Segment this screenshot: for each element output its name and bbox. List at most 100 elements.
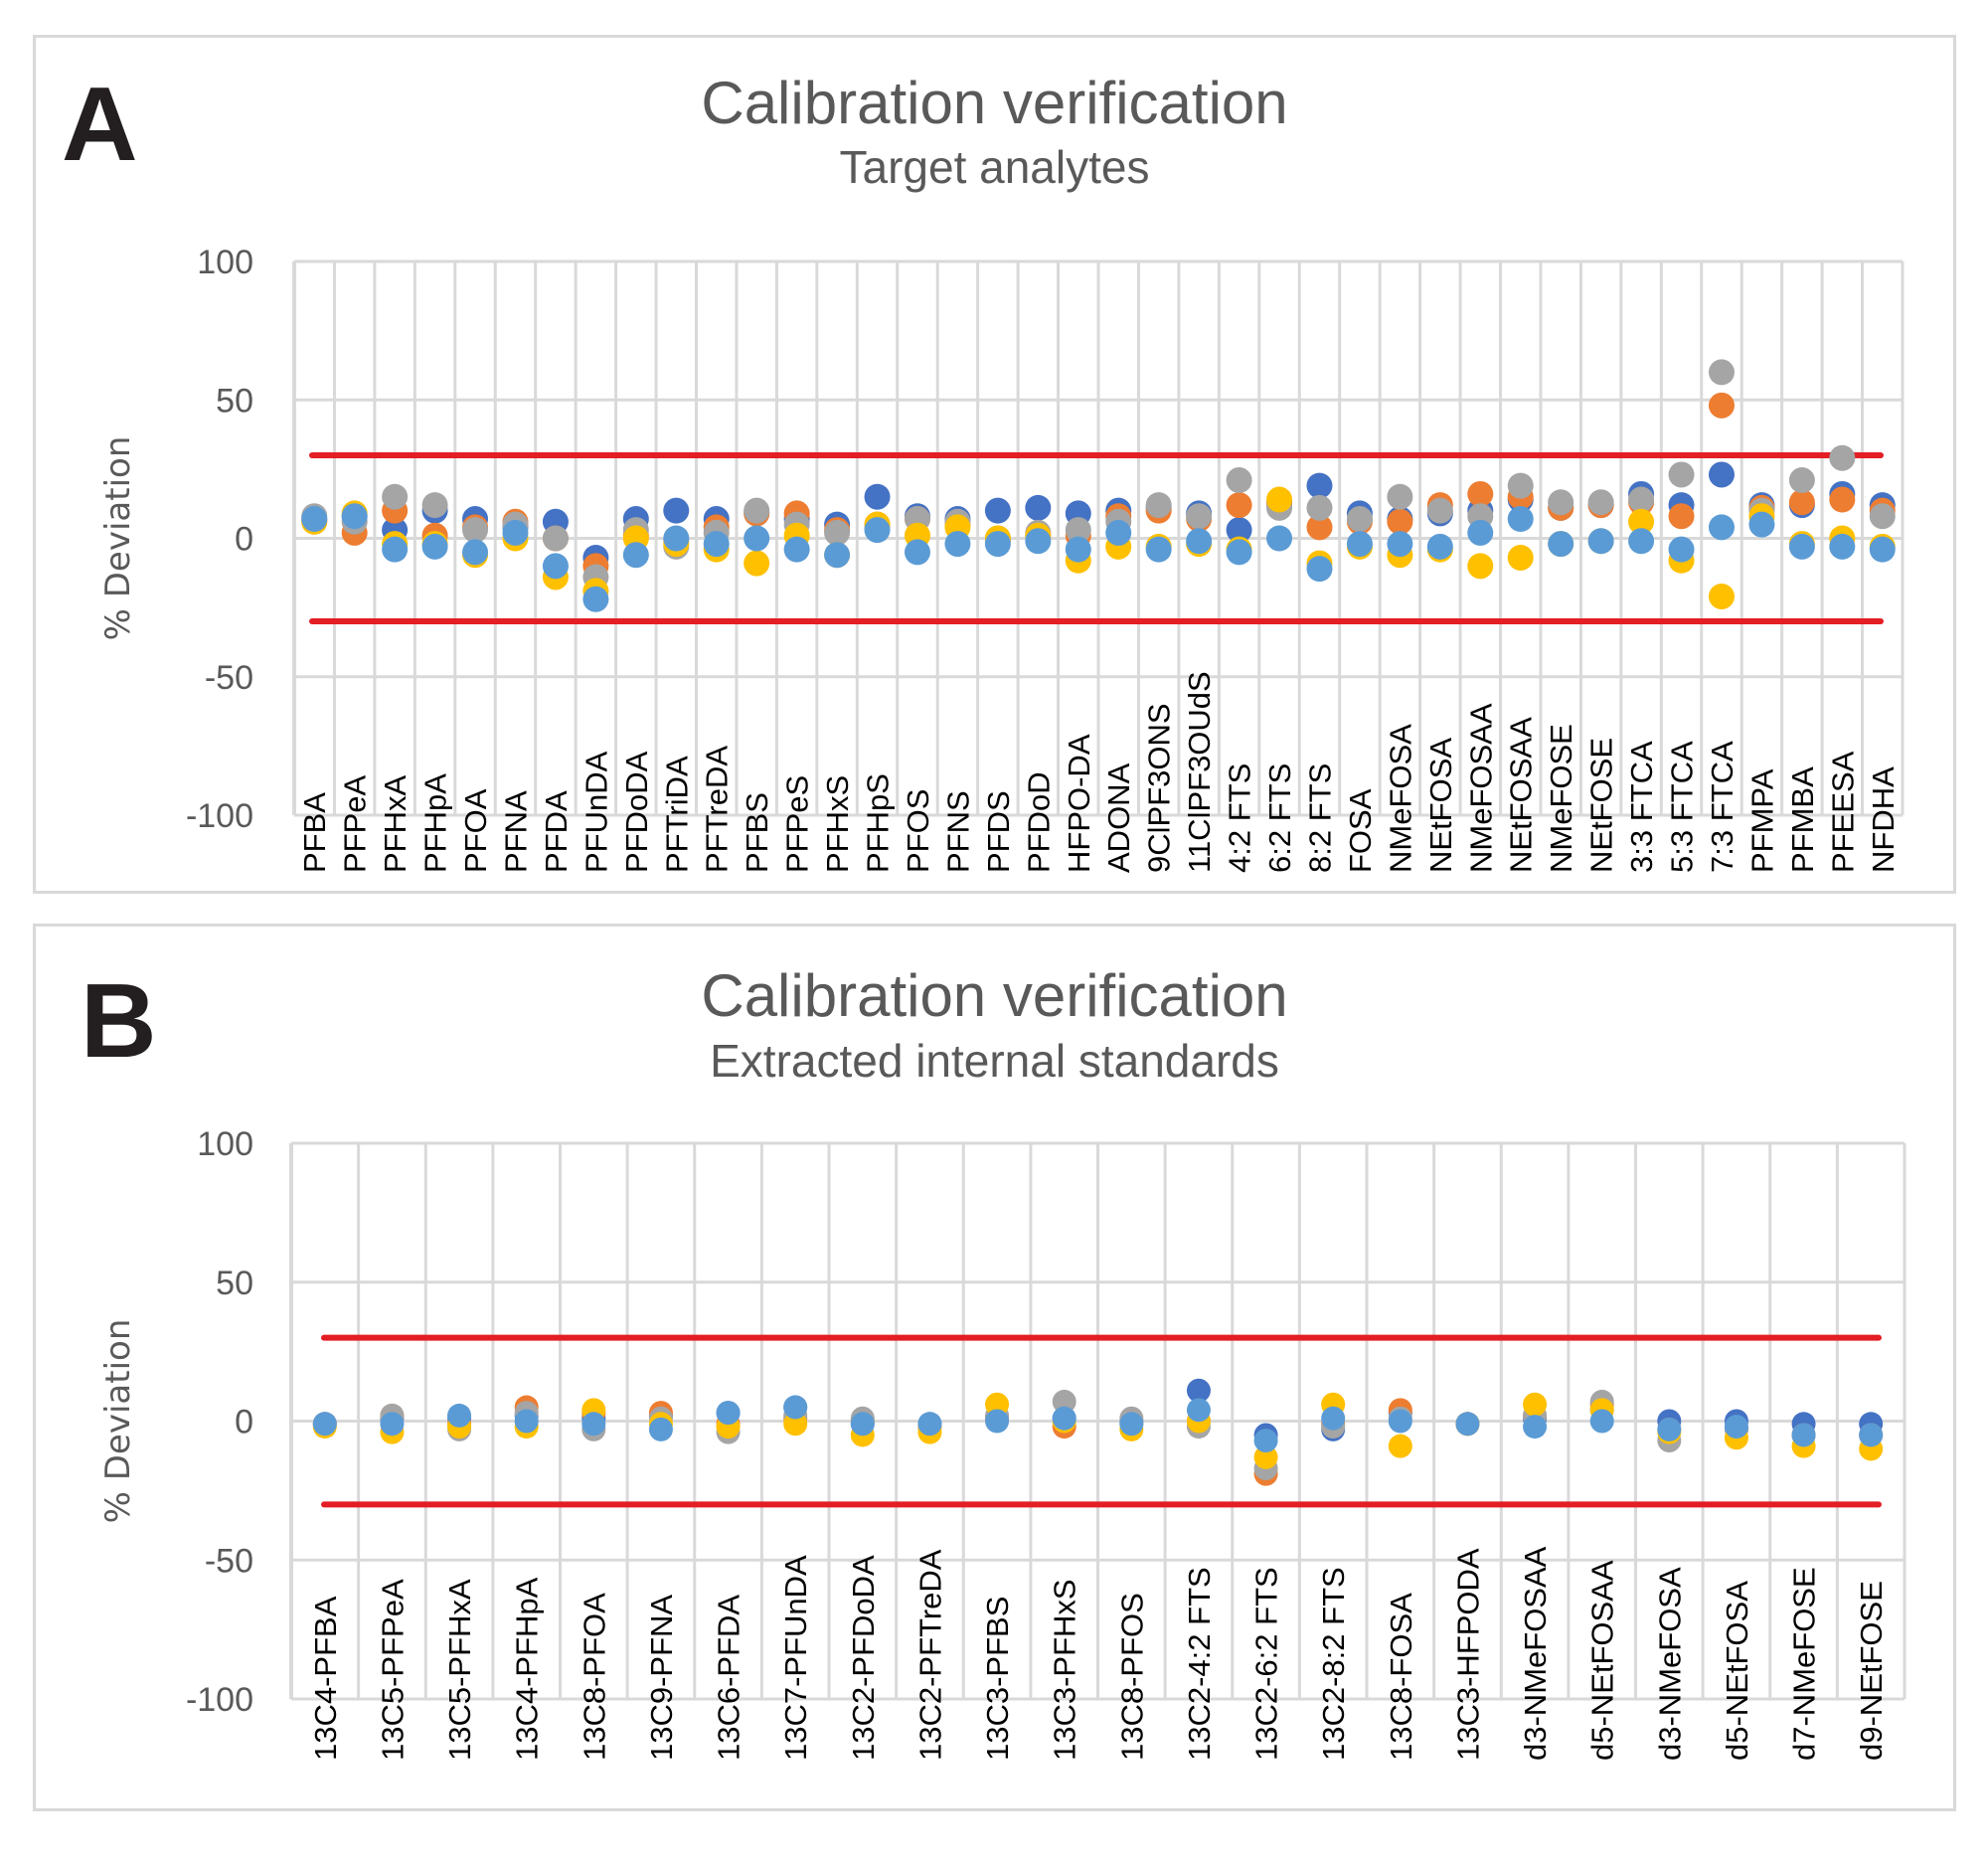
chart-b-point-light-blue	[917, 1412, 942, 1437]
chart-a-point-light-blue	[944, 531, 971, 558]
chart-b-point-light-blue	[716, 1401, 741, 1426]
chart-a-category-label: PFDA	[539, 790, 574, 873]
chart-a-point-light-blue	[1668, 536, 1695, 563]
chart-a-point-gray	[1426, 497, 1453, 524]
chart-b-point-light-blue	[648, 1417, 673, 1441]
chart-a-point-light-blue	[1426, 533, 1453, 560]
chart-a-category-label: 9ClPF3ONS	[1142, 703, 1177, 873]
chart-a-point-orange	[1226, 492, 1252, 519]
chart-b-category-label: d9-NEtFOSE	[1854, 1581, 1889, 1761]
chart-a-point-gray	[1668, 461, 1695, 488]
chart-a-category-label: NMeFOSE	[1544, 724, 1578, 873]
chart-a-point-light-blue	[703, 531, 730, 558]
chart-b-point-light-blue	[1119, 1412, 1144, 1437]
chart-a-point-gray	[1145, 492, 1172, 519]
chart-a-category-label: PFOS	[901, 789, 935, 873]
chart-b-category-label: d5-NEtFOSAA	[1585, 1560, 1620, 1761]
chart-a-point-light-blue	[341, 503, 368, 530]
chart-a-point-light-blue	[542, 553, 569, 580]
chart-a-category-label: PFMPA	[1744, 768, 1779, 873]
chart-a-point-light-blue	[783, 536, 810, 563]
chart-a-subtitle: Target analytes	[839, 141, 1150, 193]
chart-a-point-light-blue	[1065, 536, 1091, 563]
chart-a-category-label: PFPeS	[780, 775, 815, 873]
chart-a-category-label: PFPeA	[338, 774, 373, 873]
chart-b-point-light-blue	[1321, 1406, 1346, 1431]
chart-b-category-label: 13C3-PFBS	[980, 1597, 1015, 1761]
chart-b-point-light-blue	[1657, 1417, 1682, 1441]
chart-a-point-dark-blue	[864, 483, 891, 510]
chart-a-point-light-blue	[1788, 533, 1815, 560]
chart-a-point-yellow	[1467, 553, 1494, 580]
chart-a-category-label: PFBS	[740, 792, 774, 873]
chart-a-point-light-blue	[1507, 506, 1534, 533]
chart-b-category-label: 13C6-PFDA	[712, 1595, 746, 1761]
chart-b-ylabel: % Deviation	[98, 1319, 138, 1524]
chart-a-point-dark-blue	[1708, 461, 1735, 488]
panel-letter-a: A	[62, 66, 138, 183]
chart-a-point-dark-blue	[663, 497, 690, 524]
chart-a-point-light-blue	[1387, 531, 1413, 558]
chart-a-ylabel: % Deviation	[98, 436, 138, 641]
chart-a-category-label: NEtFOSE	[1584, 738, 1619, 873]
chart-a-category-label: PFNA	[498, 790, 533, 873]
panel-a: A Calibration verification Target analyt…	[33, 35, 1956, 894]
chart-b-category-label: 13C4-PFHpA	[510, 1577, 545, 1761]
chart-b-category-label: 13C2-8:2 FTS	[1316, 1567, 1351, 1761]
chart-a-point-gray	[1186, 503, 1213, 530]
chart-a-category-label: NEtFOSAA	[1504, 717, 1539, 873]
chart-a-point-light-blue	[1266, 525, 1293, 552]
chart-a-point-gray	[1708, 359, 1735, 386]
chart-a-category-label: 11ClPF3OUdS	[1182, 671, 1217, 873]
chart-a-point-gray	[1548, 489, 1574, 516]
chart-a-point-gray	[1869, 503, 1896, 530]
chart-b-point-light-blue	[1052, 1406, 1077, 1431]
chart-b-point-yellow	[1253, 1444, 1278, 1469]
chart-a-point-light-blue	[1105, 519, 1132, 546]
chart-a-point-light-blue	[1628, 528, 1655, 555]
chart-b-point-light-blue	[514, 1409, 539, 1434]
chart-b-point-light-blue	[312, 1412, 337, 1437]
chart-b-category-label: 13C2-PFTreDA	[912, 1549, 947, 1761]
chart-b-point-yellow	[783, 1412, 808, 1437]
chart-a-point-gray	[542, 525, 569, 552]
chart-a-point-light-blue	[1226, 539, 1252, 566]
chart-a-point-gray	[1587, 489, 1614, 516]
chart-b-category-label: 13C8-PFOS	[1114, 1593, 1149, 1761]
chart-b-point-light-blue	[1589, 1409, 1614, 1434]
chart-a-category-label: 4:2 FTS	[1223, 763, 1257, 873]
panel-letter-b: B	[81, 962, 157, 1080]
chart-b-point-dark-blue	[1186, 1378, 1211, 1403]
chart-a-point-gray	[1387, 483, 1413, 510]
chart-b-category-label: 13C5-PFHxA	[442, 1579, 477, 1761]
chart-a-point-light-blue	[622, 542, 649, 569]
chart-a-point-light-blue	[582, 586, 609, 612]
chart-a-point-gray	[1628, 486, 1655, 513]
chart-a-category-label: PFHpS	[861, 773, 896, 873]
chart-a-point-dark-blue	[1025, 494, 1052, 521]
chart-b-category-label: 13C5-PFPeA	[375, 1579, 410, 1761]
chart-a-category-label: PFHxS	[820, 775, 855, 873]
chart-a-point-yellow	[1708, 583, 1735, 609]
chart-a-category-label: NMeFOSAA	[1463, 703, 1498, 873]
chart-a-category-label: PFEESA	[1825, 751, 1860, 873]
chart-a-point-light-blue	[744, 525, 770, 552]
chart-a-point-yellow	[744, 550, 770, 577]
chart-a-category-label: 6:2 FTS	[1262, 763, 1297, 873]
chart-b-category-label: 13C8-PFOA	[577, 1593, 611, 1761]
chart-a-point-yellow	[1266, 486, 1293, 513]
chart-a-category-label: PFTriDA	[659, 756, 694, 873]
chart-b-category-label: 13C3-PFHxS	[1048, 1579, 1082, 1761]
chart-b-ytick-label: 50	[216, 1265, 253, 1302]
chart-b-ytick-label: 0	[235, 1404, 253, 1441]
chart-a-point-light-blue	[984, 531, 1011, 558]
chart-b-point-light-blue	[1186, 1398, 1211, 1423]
chart-a-category-label: PFDoDA	[619, 751, 654, 873]
chart-b-category-label: d7-NMeFOSE	[1787, 1567, 1822, 1761]
chart-a-ytick-label: 0	[235, 521, 253, 559]
chart-a-ytick-label: -50	[205, 659, 253, 697]
chart-b-ytick-label: -50	[205, 1542, 253, 1580]
chart-b-category-label: 13C2-PFDoDA	[846, 1555, 881, 1761]
chart-a-title: Calibration verification	[701, 70, 1288, 136]
